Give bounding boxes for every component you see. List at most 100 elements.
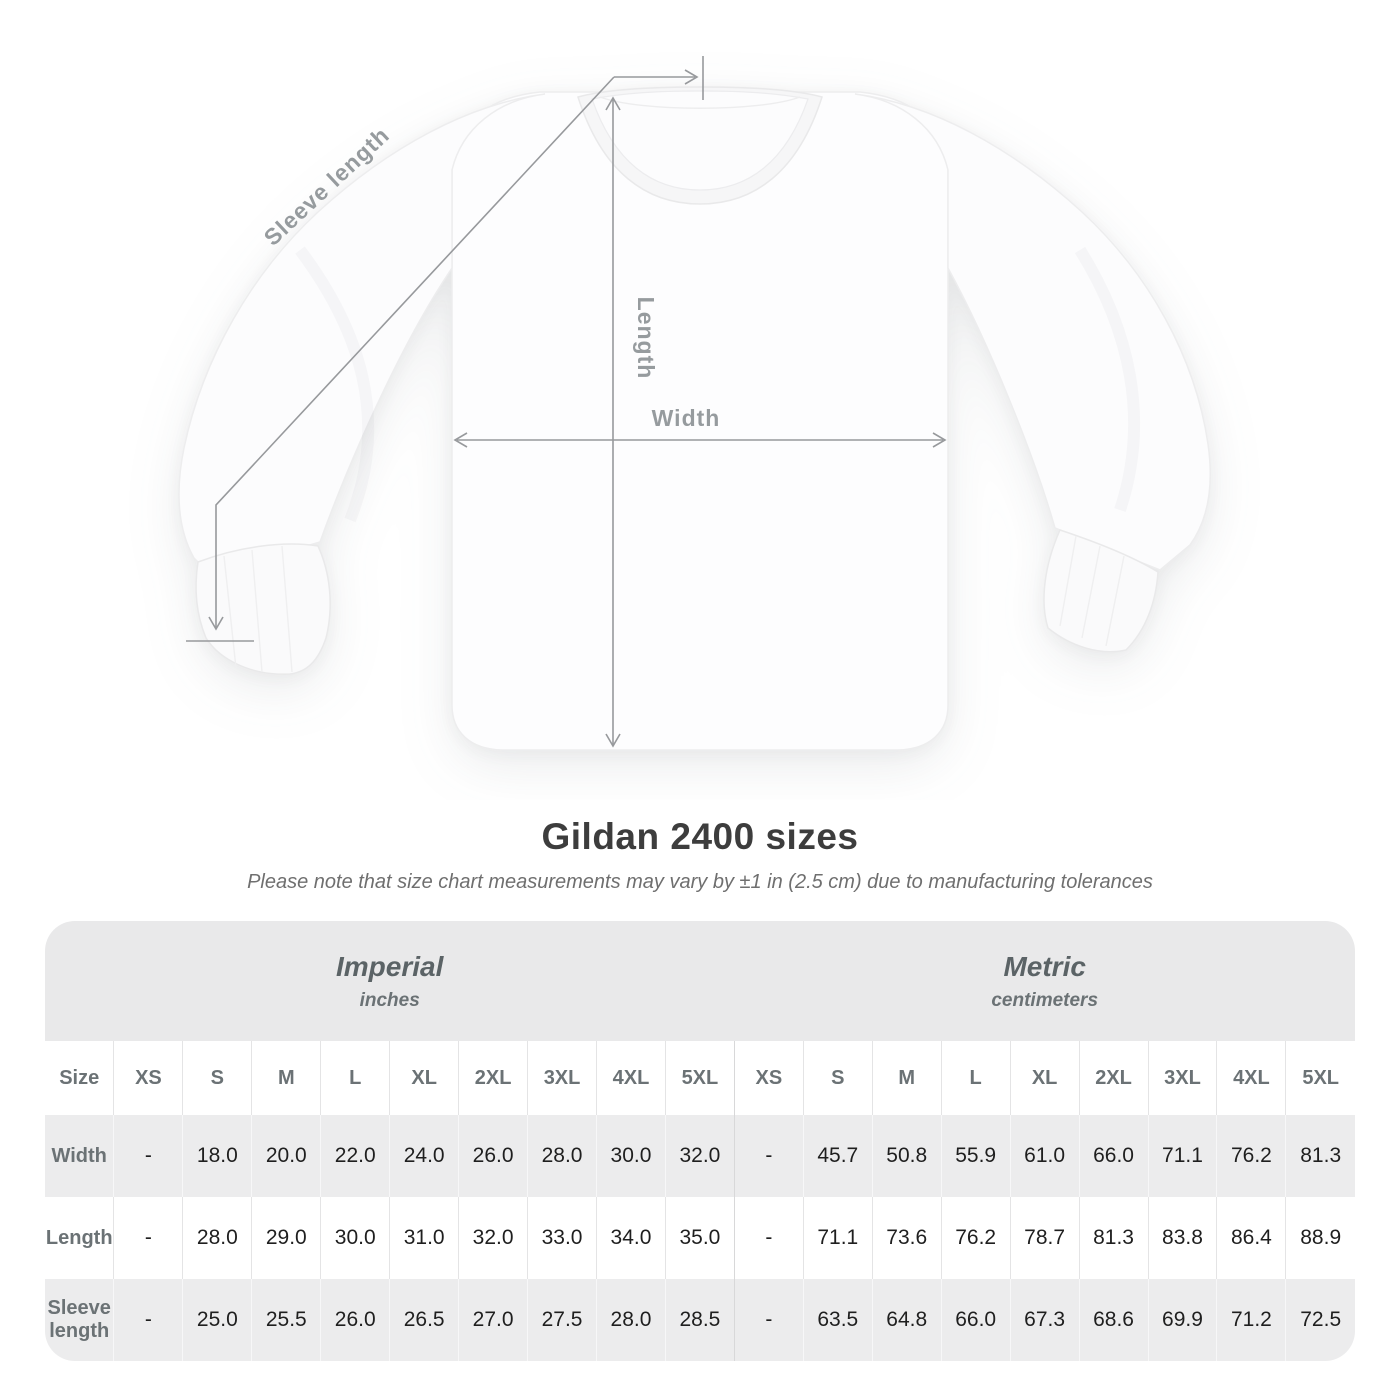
measurements-body: Width -18.0 20.0 22.0 24.0 26.0 28.0 30.0 32.0-4… — [45, 1115, 1355, 1361]
measurement-value-cell: - — [733, 1115, 804, 1197]
measurement-value-cell: 66.0 — [940, 1279, 1011, 1361]
shirt-right-cuff — [1043, 529, 1159, 653]
size-column-header: 5XL — [1285, 1041, 1355, 1115]
size-chart-table: Imperial inches Metric centimeters Size … — [45, 921, 1355, 1361]
metric-label: Metric — [1003, 950, 1086, 982]
measurement-value-cell: 67.3 — [1009, 1279, 1080, 1361]
measurement-value-cell: 34.0 — [596, 1197, 666, 1279]
width-arrow-right — [932, 432, 947, 448]
size-column-header: 4XL — [596, 1041, 666, 1115]
measurement-value-cell: 30.0 — [596, 1115, 666, 1197]
measurement-value-cell: 81.3 — [1078, 1197, 1148, 1279]
measurement-value-cell: 71.1 — [1147, 1115, 1217, 1197]
measurement-value-cell: 18.0 — [182, 1115, 252, 1197]
measurement-value-cell: 81.3 — [1285, 1115, 1355, 1197]
measurement-value-cell: 33.0 — [527, 1197, 597, 1279]
measurement-value-cell: 24.0 — [389, 1115, 459, 1197]
measurement-value-cell: 64.8 — [871, 1279, 942, 1361]
size-column-header: 2XL — [458, 1041, 528, 1115]
size-column-header: 3XL — [527, 1041, 597, 1115]
long-sleeve-shirt-illustration — [178, 86, 1211, 751]
measurement-value-cell: 27.0 — [458, 1279, 528, 1361]
sleeve-arrow-down — [208, 616, 224, 631]
measurement-value-cell: 32.0 — [458, 1197, 528, 1279]
measurement-value-cell: 78.7 — [1009, 1197, 1080, 1279]
size-column-header: XL — [1009, 1041, 1080, 1115]
size-column-header: 3XL — [1147, 1041, 1217, 1115]
width-arrow-left — [453, 432, 468, 448]
length-arrow-bottom — [605, 733, 621, 748]
measurement-row-label: Sleeve length — [45, 1279, 114, 1361]
measurement-row: Width -18.0 20.0 22.0 24.0 26.0 28.0 30.0 32.0-4… — [45, 1115, 1355, 1197]
measurement-value-cell: 63.5 — [802, 1279, 873, 1361]
size-column-header: XS — [113, 1041, 183, 1115]
measurement-value-cell: 68.6 — [1078, 1279, 1148, 1361]
measurement-value-cell: 73.6 — [871, 1197, 942, 1279]
imperial-sublabel: inches — [359, 989, 420, 1011]
size-column-header: 5XL — [664, 1041, 735, 1115]
size-column-header: S — [802, 1041, 873, 1115]
measurement-value-cell: - — [113, 1197, 183, 1279]
size-header-row: Size XS S M L XL 2XL 3XL 4XL 5XL XS S M L XL 2XL 3XL 4XL… — [45, 1041, 1355, 1115]
measurement-row-label: Length — [45, 1197, 114, 1279]
measurement-value-cell: 76.2 — [940, 1197, 1011, 1279]
size-column-header: M — [251, 1041, 321, 1115]
width-label: Width — [652, 405, 721, 431]
metric-group-header: Metric centimeters — [734, 921, 1355, 1041]
measurement-value-cell: 69.9 — [1147, 1279, 1217, 1361]
measurement-value-cell: 83.8 — [1147, 1197, 1217, 1279]
right-cuff-ribs — [1059, 535, 1125, 647]
measurement-value-cell: 26.0 — [320, 1279, 390, 1361]
measurement-row: Length -28.0 29.0 30.0 31.0 32.0 33.0 34.0 35.0-… — [45, 1197, 1355, 1279]
measurement-value-cell: 32.0 — [664, 1115, 735, 1197]
shirt-size-diagram: Width Length Sleeve length — [178, 56, 1211, 751]
measurement-row: Sleeve length -25.0 25.5 26.0 26.5 27.0 27.5 28… — [45, 1279, 1355, 1361]
measurement-lines — [186, 56, 947, 748]
measurement-value-cell: 26.0 — [458, 1115, 528, 1197]
measurement-value-cell: - — [733, 1279, 804, 1361]
measurement-value-cell: 45.7 — [802, 1115, 873, 1197]
length-arrow-top — [605, 96, 621, 111]
measurement-value-cell: 31.0 — [389, 1197, 459, 1279]
measurement-value-cell: 25.5 — [251, 1279, 321, 1361]
measurement-value-cell: 55.9 — [940, 1115, 1011, 1197]
measurement-value-cell: 88.9 — [1285, 1197, 1355, 1279]
left-cuff-ribs — [223, 545, 293, 673]
measurement-value-cell: 66.0 — [1078, 1115, 1148, 1197]
tolerance-note: Please note that size chart measurements… — [247, 871, 1153, 893]
shirt-diagram-svg: Width Length Sleeve length — [178, 56, 1211, 751]
measurement-value-cell: 28.0 — [527, 1115, 597, 1197]
page-title: Gildan 2400 sizes — [541, 816, 859, 857]
size-column-header: 2XL — [1078, 1041, 1148, 1115]
right-sleeve-fold — [1074, 246, 1141, 512]
collar-back-seam — [599, 96, 801, 109]
measurement-value-cell: 20.0 — [251, 1115, 321, 1197]
size-column-header: M — [871, 1041, 942, 1115]
measurement-value-cell: - — [733, 1197, 804, 1279]
metric-sublabel: centimeters — [991, 989, 1099, 1011]
sleeve-diagonal-segment — [215, 76, 615, 628]
measurement-value-cell: 28.0 — [596, 1279, 666, 1361]
size-column-header: XL — [389, 1041, 459, 1115]
measurement-row-label: Width — [45, 1115, 114, 1197]
measurement-value-cell: 28.0 — [182, 1197, 252, 1279]
imperial-group-header: Imperial inches — [45, 921, 735, 1041]
measurement-value-cell: 29.0 — [251, 1197, 321, 1279]
measurement-value-cell: 72.5 — [1285, 1279, 1355, 1361]
measurement-value-cell: 28.5 — [664, 1279, 735, 1361]
length-label: Length — [633, 297, 659, 380]
size-column-header: XS — [733, 1041, 804, 1115]
sleeve-arrow-right — [684, 69, 699, 85]
shirt-right-sleeve — [854, 93, 1211, 571]
shirt-left-sleeve — [178, 93, 546, 575]
measurement-value-cell: 25.0 — [182, 1279, 252, 1361]
measurement-value-cell: 35.0 — [664, 1197, 735, 1279]
measurement-value-cell: 61.0 — [1009, 1115, 1080, 1197]
left-sleeve-fold — [295, 246, 375, 523]
size-chart-card: Imperial inches Metric centimeters Size … — [45, 921, 1355, 1361]
measurement-value-cell: 30.0 — [320, 1197, 390, 1279]
size-column-header: L — [320, 1041, 390, 1115]
measurement-value-cell: 27.5 — [527, 1279, 597, 1361]
measurement-value-cell: - — [113, 1279, 183, 1361]
imperial-label: Imperial — [335, 950, 444, 982]
